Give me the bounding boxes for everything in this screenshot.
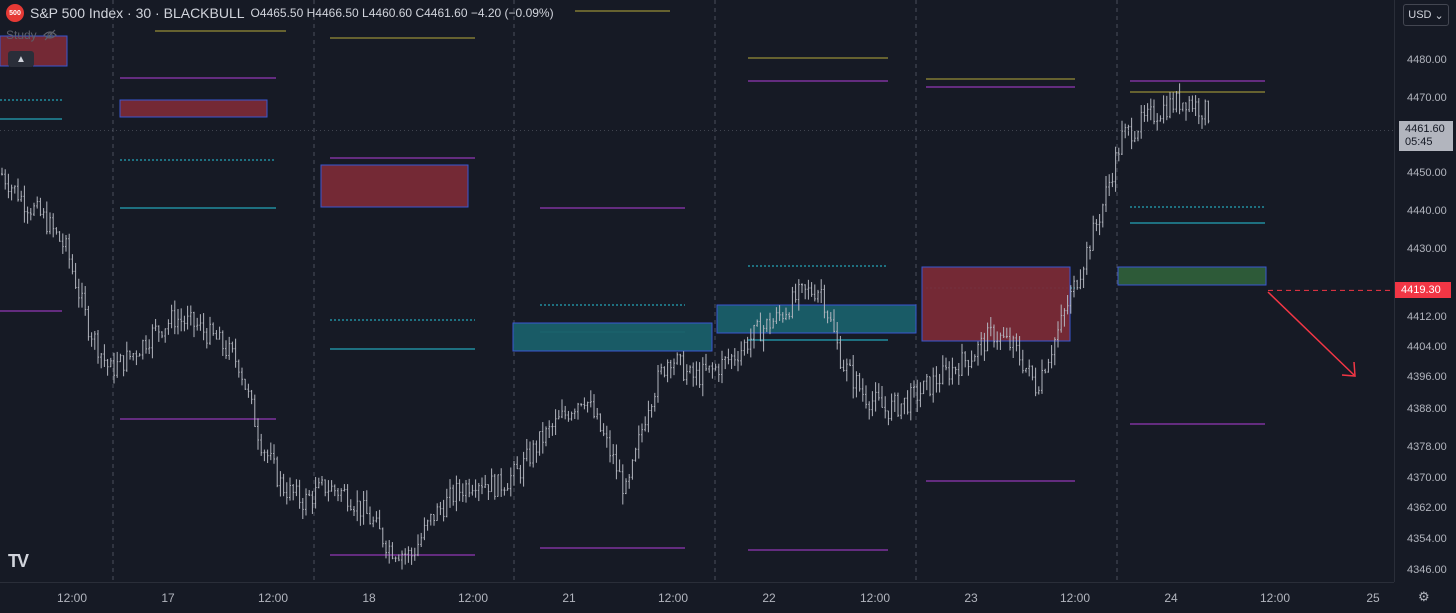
ohlc-close-value: 4461.60 — [424, 6, 468, 20]
time-tick-label: 18 — [362, 591, 376, 605]
countdown-value: 05:45 — [1405, 136, 1433, 148]
price-tick-label: 4378.00 — [1407, 441, 1447, 453]
ohlc-open-key: O — [250, 6, 260, 20]
ohlc-low-value: 4460.60 — [368, 6, 413, 20]
price-axis[interactable]: USD ⌄ 4480.00 4470.00 4450.00 4440.00 4430.00… — [1394, 0, 1456, 582]
currency-label: USD — [1408, 9, 1432, 21]
chart-canvas[interactable] — [0, 0, 1394, 582]
price-tick-label: 4450.00 — [1407, 167, 1447, 179]
price-tick-label: 4480.00 — [1407, 54, 1447, 66]
last-price-value: 4461.60 — [1405, 123, 1445, 135]
bear-zone-box — [119, 99, 268, 118]
currency-button[interactable]: USD ⌄ — [1403, 4, 1449, 26]
price-tick-label: 4370.00 — [1407, 472, 1447, 484]
chart-title[interactable]: S&P 500 Index · 30 · BLACKBULL — [30, 5, 245, 21]
bear-zone-box — [320, 164, 469, 208]
ohlc-values: O4465.50 H4466.50 L4460.60 C4461.60 −4.2… — [251, 6, 554, 20]
study-indicator[interactable]: Study — [6, 28, 57, 42]
collapse-legend-button[interactable]: ▲ — [8, 51, 34, 67]
eye-off-icon[interactable] — [42, 29, 57, 41]
time-tick-label: 25 — [1366, 591, 1380, 605]
bull-zone-box — [716, 304, 917, 334]
symbol-badge-icon[interactable]: 500 — [6, 4, 24, 22]
ohlc-change-value: −4.20 (−0.09%) — [470, 6, 554, 20]
chevron-down-icon: ⌄ — [1434, 9, 1444, 22]
time-tick-label: 12:00 — [56, 591, 88, 605]
forecast-arrow-line — [1267, 291, 1355, 376]
price-tick-label: 4470.00 — [1407, 92, 1447, 104]
chart-header: 500 S&P 500 Index · 30 · BLACKBULL O4465… — [6, 4, 554, 22]
time-tick-label: 12:00 — [257, 591, 289, 605]
time-tick-label: 21 — [562, 591, 576, 605]
time-tick-label: 17 — [161, 591, 175, 605]
price-tick-label: 4346.00 — [1407, 564, 1447, 576]
time-tick-label: 23 — [964, 591, 978, 605]
last-price-tag: 4461.60 05:45 — [1399, 121, 1453, 151]
chart-area[interactable]: 500 S&P 500 Index · 30 · BLACKBULL O4465… — [0, 0, 1394, 582]
ohlc-high-key: H — [306, 6, 316, 20]
bear-zone-box — [921, 266, 1071, 342]
price-tick-label: 4412.00 — [1407, 311, 1447, 323]
time-tick-label: 24 — [1164, 591, 1178, 605]
price-tick-label: 4388.00 — [1407, 403, 1447, 415]
ohlc-close-key: C — [415, 6, 425, 20]
price-tick-label: 4396.00 — [1407, 371, 1447, 383]
tradingview-logo[interactable]: TV — [8, 551, 29, 571]
time-tick-label: 12:00 — [457, 591, 489, 605]
chevron-up-icon: ▲ — [16, 53, 26, 65]
axis-settings-area: ⚙ — [1394, 583, 1456, 613]
time-tick-label: 12:00 — [1059, 591, 1091, 605]
time-axis[interactable]: 12:00 17 12:00 18 12:00 21 12:00 22 12:00 23 12:00… — [0, 582, 1430, 613]
time-tick-label: 12:00 — [1259, 591, 1291, 605]
ohlc-high-value: 4466.50 — [315, 6, 359, 20]
ohlc-open-value: 4465.50 — [259, 6, 304, 20]
price-tick-label: 4440.00 — [1407, 205, 1447, 217]
study-label: Study — [6, 28, 37, 42]
price-tick-label: 4404.00 — [1407, 341, 1447, 353]
bull-zone-box — [1117, 266, 1267, 286]
gear-icon[interactable]: ⚙ — [1418, 589, 1430, 604]
time-tick-label: 22 — [762, 591, 776, 605]
price-tick-label: 4430.00 — [1407, 243, 1447, 255]
price-tick-label: 4362.00 — [1407, 502, 1447, 514]
forecast-arrow-head — [1341, 361, 1356, 377]
time-tick-label: 12:00 — [859, 591, 891, 605]
bull-zone-box — [512, 322, 713, 352]
marked-price-tag: 4419.30 — [1395, 282, 1451, 298]
ohlc-low-key: L — [362, 6, 369, 20]
price-tick-label: 4354.00 — [1407, 533, 1447, 545]
time-tick-label: 12:00 — [657, 591, 689, 605]
